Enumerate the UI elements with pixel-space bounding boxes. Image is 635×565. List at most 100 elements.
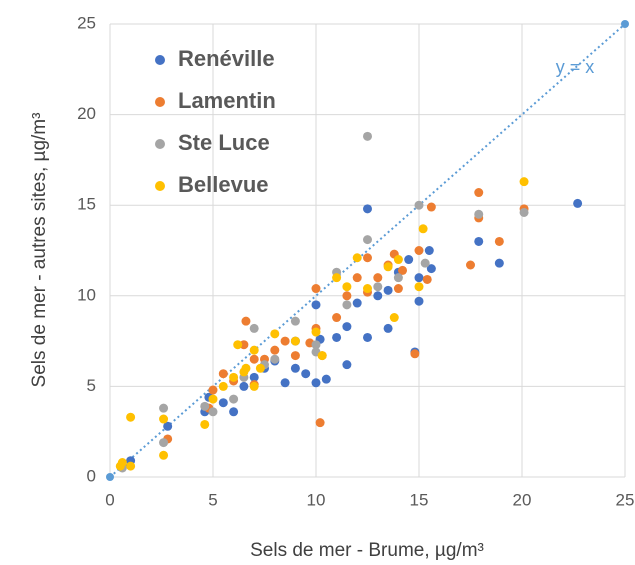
data-point (249, 354, 259, 364)
data-point (208, 385, 218, 395)
data-point (383, 262, 393, 272)
x-tick-label: 10 (307, 490, 326, 509)
data-point (241, 316, 251, 326)
y-tick-label: 5 (87, 376, 96, 395)
data-point (363, 284, 372, 294)
data-point (280, 378, 290, 388)
data-point (426, 202, 436, 212)
data-point (393, 255, 403, 265)
y-tick-label: 15 (77, 195, 96, 214)
data-point (474, 188, 484, 198)
x-tick-label: 25 (616, 490, 635, 509)
legend-label: Lamentin (178, 88, 276, 113)
data-point (363, 204, 372, 214)
legend-label: Renéville (178, 46, 275, 71)
data-point (389, 313, 399, 323)
x-axis-title: Sels de mer - Brume, µg/m³ (250, 540, 484, 561)
reference-point (621, 20, 629, 28)
data-point (373, 273, 383, 283)
data-point (311, 340, 321, 350)
data-point (332, 273, 342, 283)
data-point (424, 246, 434, 255)
legend-label: Bellevue (178, 172, 269, 197)
legend-marker (155, 97, 165, 107)
data-point (200, 401, 210, 411)
reference-label: y = x (556, 57, 595, 77)
data-point (352, 273, 362, 283)
data-point (239, 367, 249, 377)
data-point (519, 207, 529, 217)
data-point (218, 398, 228, 408)
data-point (352, 298, 362, 308)
data-point (383, 285, 393, 295)
data-point (270, 354, 280, 364)
data-point (249, 323, 259, 333)
x-tick-label: 15 (410, 490, 429, 509)
data-point (290, 351, 300, 361)
data-point (342, 300, 352, 310)
legend-marker (155, 181, 165, 191)
data-point (229, 372, 239, 382)
data-point (229, 394, 239, 404)
data-point (311, 327, 321, 337)
data-point (163, 421, 173, 431)
data-point (494, 236, 504, 246)
data-point (363, 253, 372, 263)
data-point (418, 224, 428, 234)
data-point (383, 323, 393, 333)
data-point (311, 284, 321, 294)
data-point (519, 177, 529, 187)
data-point (208, 394, 218, 404)
data-point (290, 363, 300, 373)
data-point (159, 403, 169, 413)
data-point (342, 322, 352, 332)
data-point (301, 369, 311, 379)
data-point (414, 200, 424, 210)
y-tick-label: 20 (77, 104, 96, 123)
data-point (290, 336, 300, 346)
data-point (414, 273, 424, 283)
legend-marker (155, 139, 165, 149)
data-point (398, 265, 408, 275)
y-axis-title: Sels de mer - autres sites, µg/m³ (29, 113, 50, 388)
data-point (159, 438, 169, 448)
data-point (373, 282, 383, 292)
data-point (126, 461, 136, 471)
y-tick-label: 10 (77, 285, 96, 304)
data-point (404, 255, 414, 265)
data-point (420, 258, 430, 268)
data-point (393, 284, 403, 294)
x-tick-label: 20 (513, 490, 532, 509)
data-point (270, 329, 280, 339)
reference-point (106, 473, 114, 481)
data-point (332, 313, 342, 323)
data-point (239, 340, 249, 350)
data-point (474, 236, 484, 246)
data-point (426, 264, 436, 274)
data-point (414, 246, 424, 255)
data-point (414, 282, 424, 292)
data-point (422, 274, 432, 284)
data-point (363, 235, 372, 245)
legend-label: Ste Luce (178, 130, 270, 155)
data-point (494, 258, 504, 268)
data-point (159, 450, 169, 460)
y-tick-label: 25 (77, 13, 96, 32)
data-point (233, 340, 243, 350)
data-point (126, 412, 136, 422)
data-point (200, 419, 210, 429)
data-point (363, 332, 372, 342)
data-point (311, 300, 321, 310)
data-point (342, 282, 352, 292)
data-point (393, 273, 403, 283)
data-point (218, 369, 228, 379)
data-point (466, 260, 475, 270)
data-point (239, 381, 249, 391)
data-point (159, 414, 169, 424)
data-point (573, 198, 583, 208)
legend-marker (155, 55, 165, 65)
x-tick-label: 0 (105, 490, 114, 509)
data-point (311, 378, 321, 388)
data-point (290, 316, 300, 326)
